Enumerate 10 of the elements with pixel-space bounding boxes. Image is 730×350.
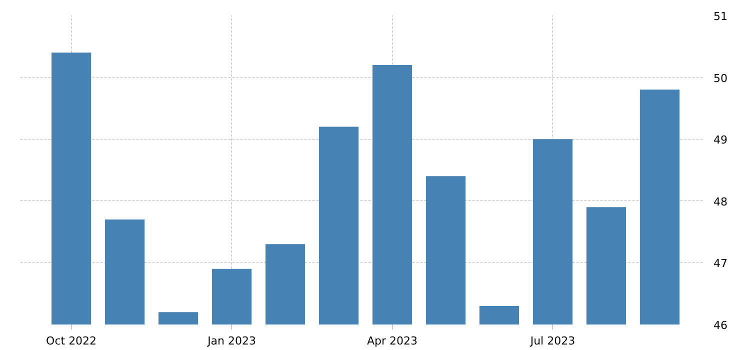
x-tick-label: Jul 2023 bbox=[529, 334, 576, 348]
x-tick-label: Jan 2023 bbox=[206, 334, 256, 348]
x-tick-label: Apr 2023 bbox=[366, 334, 418, 348]
y-tick-label: 51 bbox=[714, 10, 728, 23]
x-tick-label: Oct 2022 bbox=[46, 334, 97, 348]
y-tick-label: 48 bbox=[714, 195, 728, 208]
y-tick-label: 47 bbox=[714, 257, 728, 270]
y-tick-label: 49 bbox=[714, 134, 728, 147]
y-tick-label: 50 bbox=[714, 72, 728, 85]
y-tick-label: 46 bbox=[714, 319, 728, 332]
